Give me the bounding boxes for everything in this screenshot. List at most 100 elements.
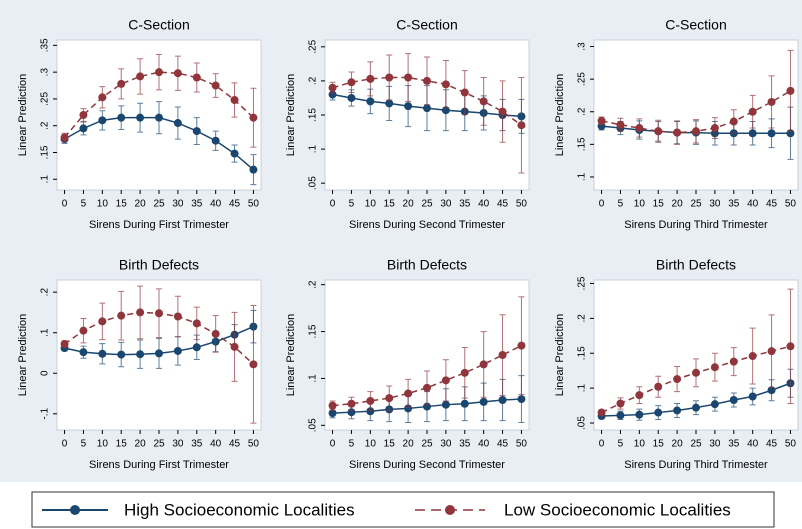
data-point bbox=[98, 349, 107, 358]
x-tick-label: 30 bbox=[172, 199, 184, 210]
data-point bbox=[79, 111, 88, 119]
legend-marker bbox=[70, 505, 80, 515]
x-tick-label: 5 bbox=[618, 439, 624, 450]
data-point bbox=[517, 121, 526, 130]
data-point bbox=[597, 116, 606, 125]
y-tick-label: .05 bbox=[577, 416, 588, 430]
y-axis-title: Linear Prediction bbox=[17, 314, 29, 397]
x-tick-label: 20 bbox=[672, 199, 684, 210]
data-point bbox=[385, 394, 394, 403]
x-tick-label: 5 bbox=[349, 199, 355, 210]
x-tick-label: 35 bbox=[728, 199, 740, 210]
x-tick-label: 40 bbox=[210, 199, 222, 210]
legend-label: Low Socioeconomic Localities bbox=[504, 500, 731, 519]
data-point bbox=[211, 136, 220, 145]
y-axis-title: Linear Prediction bbox=[285, 74, 297, 157]
x-tick-label: 50 bbox=[516, 199, 528, 210]
x-tick-label: 25 bbox=[153, 199, 165, 210]
data-point bbox=[635, 124, 644, 133]
data-point bbox=[479, 360, 488, 369]
data-point bbox=[404, 73, 413, 82]
data-point bbox=[654, 382, 663, 391]
y-tick-label: .15 bbox=[40, 145, 51, 159]
x-tick-label: 50 bbox=[248, 439, 260, 450]
x-tick-label: 15 bbox=[384, 199, 396, 210]
data-point bbox=[710, 124, 719, 133]
data-point bbox=[767, 97, 776, 106]
panel: C-Section Sirens During Third Trimester Li… bbox=[554, 17, 799, 231]
data-point bbox=[385, 99, 394, 108]
data-point bbox=[155, 349, 163, 358]
panel-title: C-Section bbox=[128, 17, 189, 33]
data-point bbox=[328, 90, 337, 99]
panel: Birth Defects Sirens During First Trimest… bbox=[17, 257, 262, 471]
y-tick-label: .15 bbox=[308, 324, 319, 338]
data-point bbox=[423, 104, 431, 113]
data-point bbox=[192, 319, 201, 328]
y-tick-label: .2 bbox=[308, 280, 319, 289]
data-point bbox=[366, 74, 375, 83]
y-tick-label: .25 bbox=[577, 72, 588, 86]
data-point bbox=[98, 116, 107, 125]
legend-marker bbox=[445, 505, 455, 515]
data-point bbox=[710, 363, 719, 372]
data-point bbox=[441, 376, 450, 385]
data-point bbox=[173, 69, 182, 78]
y-tick-label: .25 bbox=[577, 276, 588, 290]
x-tick-label: 40 bbox=[210, 439, 222, 450]
data-point bbox=[654, 127, 663, 136]
x-tick-label: 45 bbox=[766, 439, 778, 450]
x-tick-label: 35 bbox=[191, 199, 203, 210]
y-tick-label: .05 bbox=[308, 176, 319, 190]
data-point bbox=[366, 407, 375, 416]
x-tick-label: 25 bbox=[690, 199, 702, 210]
data-point bbox=[635, 410, 644, 419]
data-point bbox=[192, 127, 201, 136]
y-tick-label: .1 bbox=[577, 384, 588, 393]
x-tick-label: 15 bbox=[384, 439, 396, 450]
legend-label: High Socioeconomic Localities bbox=[124, 500, 355, 519]
data-point bbox=[366, 97, 375, 106]
data-point bbox=[404, 404, 413, 413]
data-point bbox=[498, 351, 507, 359]
x-tick-label: 10 bbox=[634, 439, 646, 450]
data-point bbox=[79, 348, 88, 357]
data-point bbox=[654, 408, 663, 417]
y-axis-title: Linear Prediction bbox=[554, 74, 566, 157]
x-tick-label: 40 bbox=[478, 439, 490, 450]
data-point bbox=[729, 117, 738, 126]
data-point bbox=[673, 128, 682, 137]
data-point bbox=[347, 78, 356, 87]
x-tick-label: 30 bbox=[440, 199, 452, 210]
data-point bbox=[786, 86, 795, 95]
y-tick-label: .2 bbox=[40, 121, 51, 130]
data-point bbox=[748, 107, 757, 116]
y-tick-label: .2 bbox=[577, 107, 588, 116]
data-point bbox=[347, 399, 356, 408]
data-point bbox=[673, 406, 682, 415]
y-tick-label: .15 bbox=[308, 108, 319, 122]
y-tick-label: .15 bbox=[577, 346, 588, 360]
y-tick-label: .2 bbox=[40, 288, 51, 297]
y-tick-label: .1 bbox=[40, 328, 51, 337]
y-tick-label: 0 bbox=[40, 370, 51, 376]
x-tick-label: 35 bbox=[459, 439, 471, 450]
y-tick-label: .1 bbox=[577, 172, 588, 181]
x-tick-label: 15 bbox=[116, 439, 128, 450]
x-tick-label: 10 bbox=[97, 199, 109, 210]
data-point bbox=[616, 411, 625, 420]
y-axis-title: Linear Prediction bbox=[285, 314, 297, 397]
data-point bbox=[404, 102, 413, 111]
data-point bbox=[136, 350, 145, 359]
panel: Birth Defects Sirens During Second Trimes… bbox=[285, 257, 530, 471]
x-axis-title: Sirens During Second Trimester bbox=[349, 219, 505, 231]
panel: C-Section Sirens During Second Trimester L… bbox=[285, 17, 530, 231]
x-tick-label: 5 bbox=[81, 439, 87, 450]
data-point bbox=[767, 129, 776, 138]
y-tick-label: -.1 bbox=[40, 408, 51, 420]
legend: High Socioeconomic Localities Low Socioe… bbox=[31, 491, 775, 528]
data-point bbox=[211, 81, 220, 90]
data-point bbox=[616, 399, 625, 408]
data-point bbox=[328, 409, 337, 418]
